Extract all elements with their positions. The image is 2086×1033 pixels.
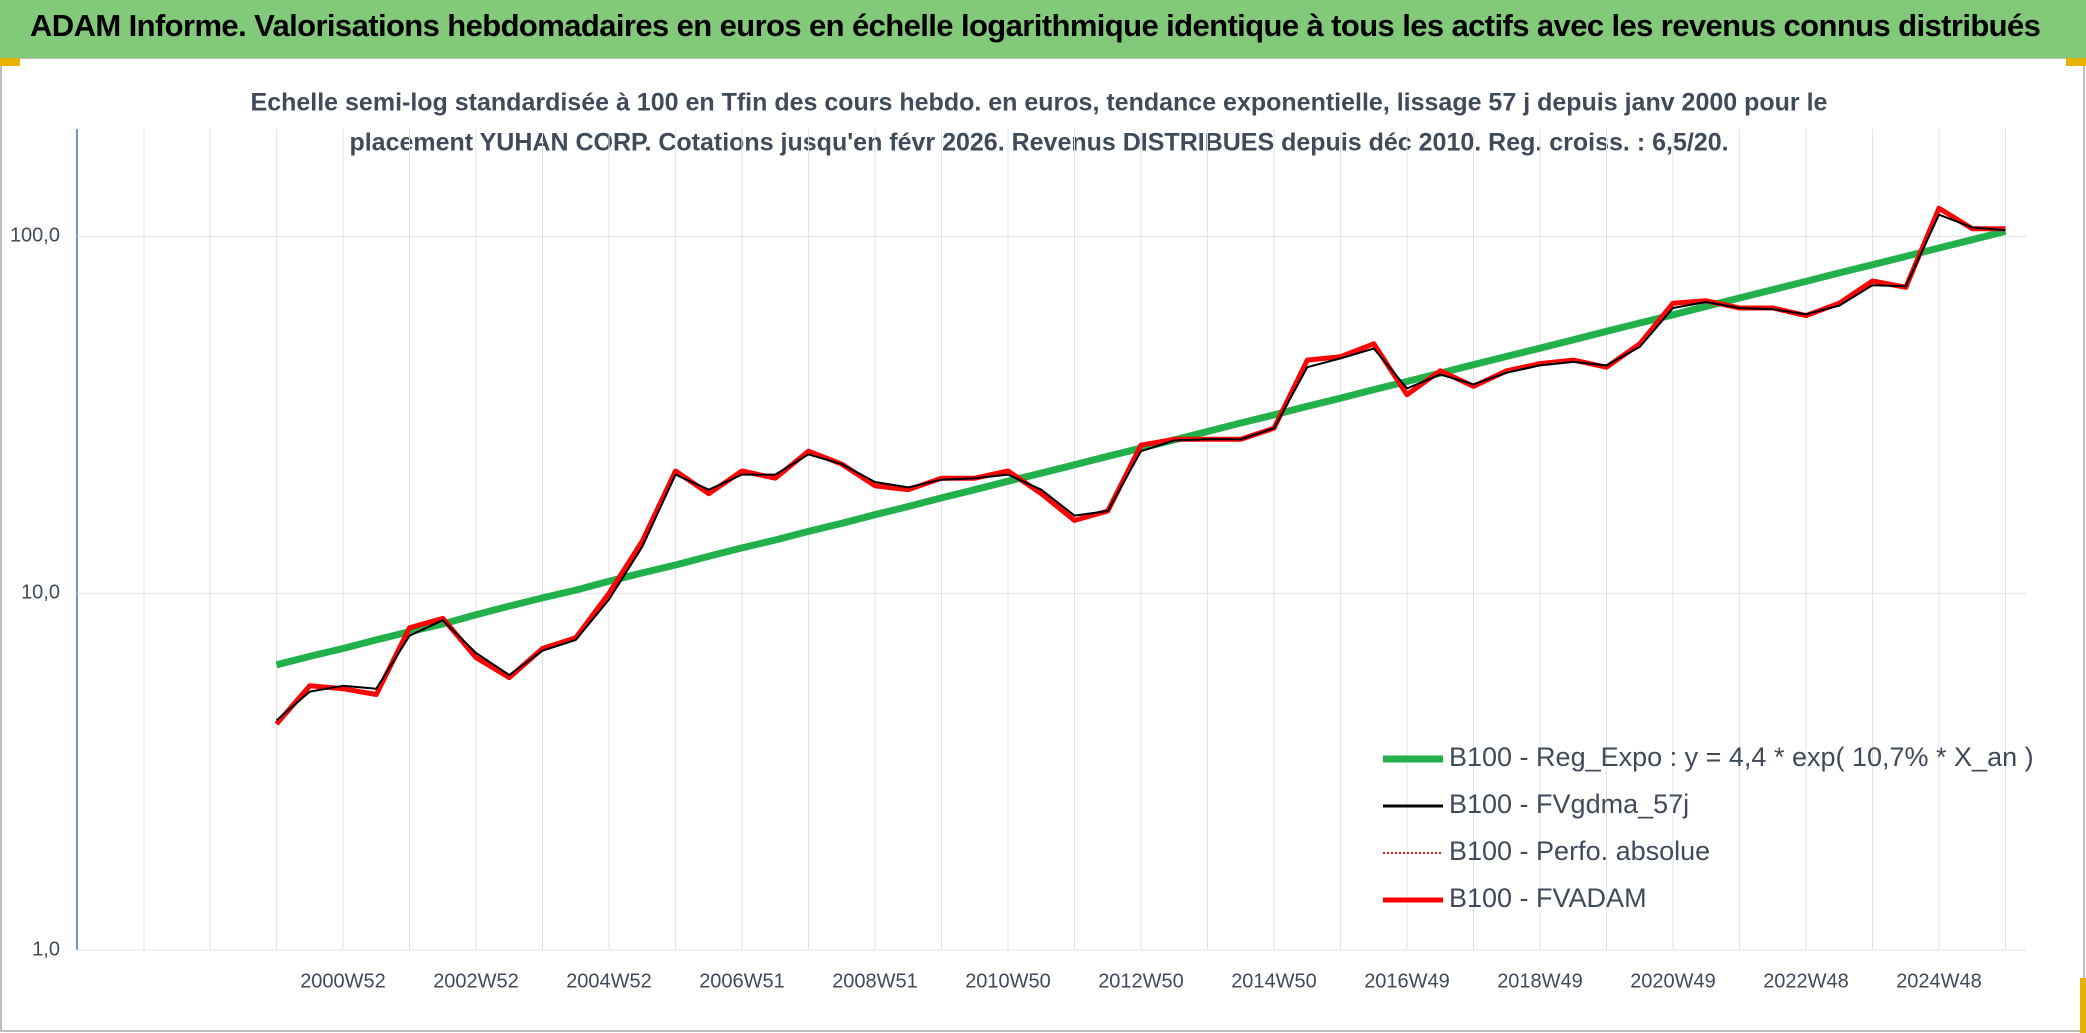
x-tick-label: 2008W51 xyxy=(832,970,918,992)
x-tick-label: 2006W51 xyxy=(699,970,785,992)
subtitle: placement YUHAN CORP. Cotations jusqu'en… xyxy=(349,129,1728,157)
legend-label: B100 - Reg_Expo : y = 4,4 * exp( 10,7% *… xyxy=(1449,742,2034,772)
grid: 1,0 10,0 100,0 2000W52 2002W52 2004W52 2006W51… xyxy=(10,129,2026,992)
x-tick-label: 2002W52 xyxy=(433,970,519,992)
x-tick-label: 2018W49 xyxy=(1497,970,1583,992)
corner xyxy=(0,58,20,66)
y-tick-label: 1,0 xyxy=(32,938,60,960)
x-tick-label: 2024W48 xyxy=(1896,970,1982,992)
x-tick-label: 2014W50 xyxy=(1231,970,1317,992)
x-tick-label: 2022W48 xyxy=(1763,970,1849,992)
x-tick-label: 2010W50 xyxy=(965,970,1051,992)
header-title: ADAM Informe. Valorisations hebdomadaire… xyxy=(30,8,2041,43)
x-tick-label: 2020W49 xyxy=(1630,970,1716,992)
x-tick-label: 2000W52 xyxy=(300,970,386,992)
legend-label: B100 - FVADAM xyxy=(1449,883,1647,913)
legend-label: B100 - FVgdma_57j xyxy=(1449,789,1689,819)
frame xyxy=(0,58,2085,1032)
legend-label: B100 - Perfo. absolue xyxy=(1449,836,1710,866)
y-tick-label: 100,0 xyxy=(10,225,60,247)
series-line xyxy=(275,213,2006,722)
plot xyxy=(274,205,2007,726)
header-bar: ADAM Informe. Valorisations hebdomadaire… xyxy=(0,0,2086,58)
legend: B100 - Reg_Expo : y = 4,4 * exp( 10,7% *… xyxy=(1383,742,2034,913)
chart: Echelle semi-log standardisée à 100 en T… xyxy=(0,58,2086,1033)
x-tick-label: 2016W49 xyxy=(1364,970,1450,992)
x-tick-label: 2004W52 xyxy=(566,970,652,992)
corner xyxy=(2080,978,2086,1033)
subtitle: Echelle semi-log standardisée à 100 en T… xyxy=(251,89,1828,117)
corner xyxy=(2066,58,2086,66)
x-tick-label: 2012W50 xyxy=(1098,970,1184,992)
y-tick-label: 10,0 xyxy=(21,581,60,603)
